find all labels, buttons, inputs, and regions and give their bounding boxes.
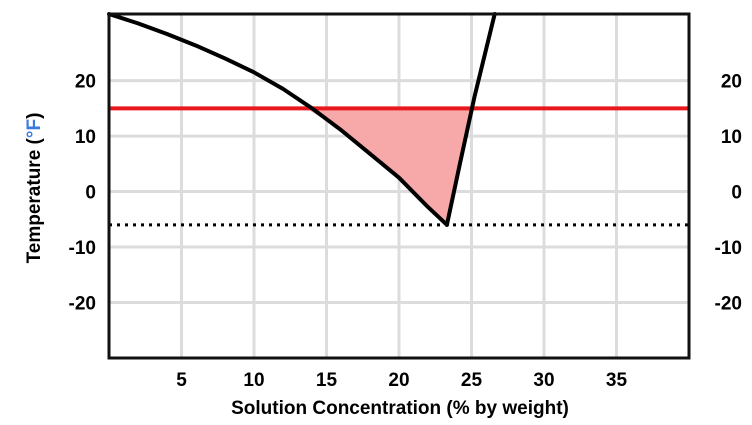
- y-axis-title-suffix: ): [24, 113, 45, 119]
- y-tick-label-right: 20: [721, 72, 742, 93]
- x-axis-title: Solution Concentration (% by weight): [231, 398, 569, 419]
- reference-lines-layer: [109, 106, 689, 227]
- grid-lines: [109, 14, 689, 358]
- x-tick-label: 20: [388, 370, 409, 391]
- x-tick-label: 35: [606, 370, 628, 391]
- y-tick-label-right: 0: [731, 183, 742, 204]
- x-tick-labels: 5 10 15 20 25 30 35: [176, 370, 627, 391]
- y-tick-label-left: 20: [75, 72, 96, 93]
- y-axis-title-unit: °F: [24, 119, 45, 138]
- y-tick-label-left: -20: [69, 294, 96, 315]
- plot-frame: [107, 12, 691, 360]
- x-tick-label: 30: [533, 370, 554, 391]
- y-tick-label-left: 10: [75, 127, 96, 148]
- curves-layer: [107, 12, 497, 227]
- x-tick-label: 15: [316, 370, 338, 391]
- x-tick-label: 10: [243, 370, 264, 391]
- solubility-curve: [444, 12, 497, 227]
- x-tick-label: 25: [461, 370, 483, 391]
- x-tick-label: 5: [176, 370, 187, 391]
- y-tick-label-right: -20: [715, 294, 742, 315]
- y-tick-label-left: 0: [85, 183, 96, 204]
- y-tick-labels-right: 20 10 0 -10 -20: [715, 72, 742, 315]
- shaded-region-layer: [306, 108, 472, 225]
- shaded-region: [306, 108, 472, 225]
- y-axis-title-prefix: Temperature (: [24, 137, 45, 263]
- y-tick-label-left: -10: [69, 238, 96, 259]
- freezing-curve: [107, 12, 449, 227]
- y-tick-label-right: 10: [721, 127, 742, 148]
- y-tick-label-right: -10: [715, 238, 742, 259]
- y-axis-title: Temperature (°F): [24, 113, 45, 264]
- y-tick-labels-left: 20 10 0 -10 -20: [69, 72, 96, 315]
